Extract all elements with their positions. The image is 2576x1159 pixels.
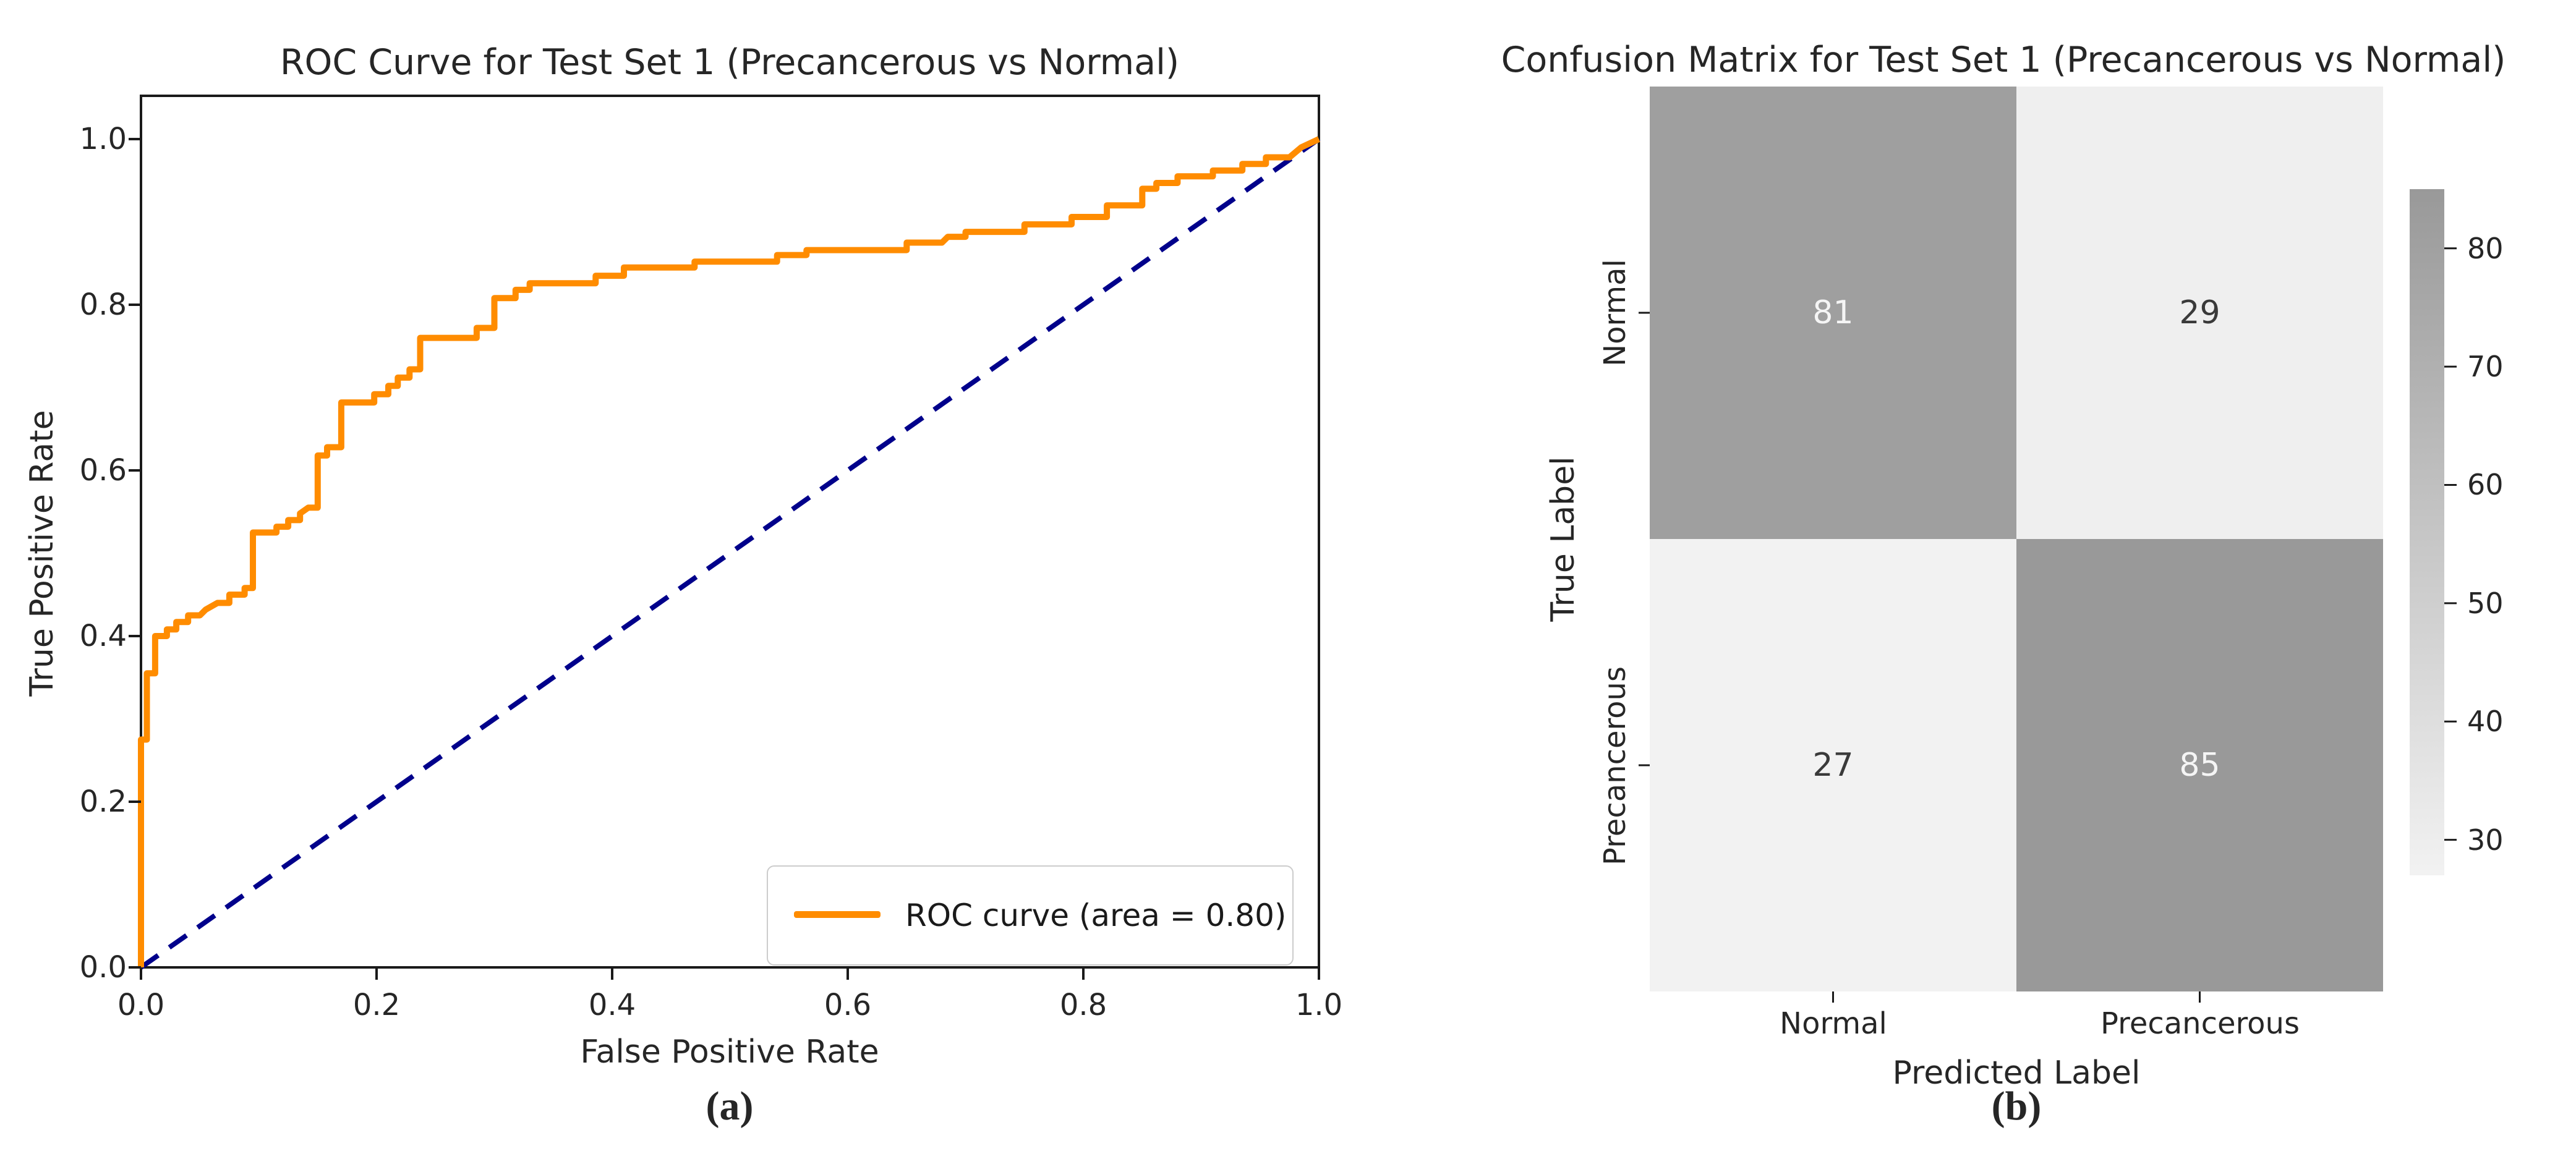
cm-cell-value: 29 — [2179, 294, 2220, 331]
cm-cell-value: 85 — [2179, 747, 2220, 784]
cm-col-label-normal: Normal — [1780, 1006, 1887, 1041]
colorbar-tick-label: 80 — [2467, 231, 2504, 265]
colorbar-tick-label: 30 — [2467, 823, 2504, 857]
roc-axes-box — [140, 95, 1320, 969]
roc-x-tick-label: 0.0 — [117, 988, 165, 1022]
colorbar — [2410, 189, 2444, 875]
roc-y-axis-label: True Positive Rate — [23, 410, 61, 697]
cm-cell-true-normal-pred-precancerous: 29 — [2016, 87, 2383, 539]
cm-cell-true-precancerous-pred-precancerous: 85 — [2016, 539, 2383, 991]
roc-y-tick-label: 0.4 — [79, 619, 127, 653]
caption-a: (a) — [706, 1084, 754, 1129]
cm-cell-value: 81 — [1812, 294, 1854, 331]
roc-y-tick-label: 0.6 — [79, 453, 127, 488]
roc-legend: ROC curve (area = 0.80) — [767, 865, 1294, 966]
roc-y-tick-label: 0.2 — [79, 784, 127, 819]
roc-title: ROC Curve for Test Set 1 (Precancerous v… — [279, 42, 1180, 83]
roc-x-tick-label: 0.8 — [1059, 988, 1107, 1022]
cm-x-axis-label: Predicted Label — [1892, 1055, 2141, 1092]
roc-y-tick-label: 0.8 — [79, 287, 127, 322]
caption-b: (b) — [1991, 1084, 2042, 1129]
roc-x-tick-label: 0.4 — [588, 988, 636, 1022]
roc-x-tick-label: 0.2 — [352, 988, 401, 1022]
cm-cell-value: 27 — [1812, 747, 1854, 784]
cm-cell-true-normal-pred-normal: 81 — [1650, 87, 2016, 539]
confusion-matrix-heatmap: 81 29 27 85 — [1650, 87, 2384, 992]
roc-legend-line-swatch — [794, 911, 881, 918]
cm-row-label-normal: Normal — [1598, 259, 1632, 367]
roc-x-axis-label: False Positive Rate — [580, 1034, 879, 1071]
roc-y-tick-label: 1.0 — [79, 122, 127, 156]
roc-x-tick-label: 0.6 — [824, 988, 872, 1022]
colorbar-tick-label: 70 — [2467, 350, 2504, 384]
colorbar-tick-label: 50 — [2467, 586, 2504, 620]
cm-col-label-precancerous: Precancerous — [2100, 1006, 2300, 1041]
roc-curve-line — [138, 136, 1321, 967]
cm-cell-true-precancerous-pred-normal: 27 — [1650, 539, 2016, 991]
colorbar-tick-label: 60 — [2467, 468, 2504, 502]
roc-legend-label: ROC curve (area = 0.80) — [905, 898, 1287, 933]
cm-y-axis-label: True Label — [1545, 456, 1582, 622]
confusion-matrix-title: Confusion Matrix for Test Set 1 (Precanc… — [1501, 40, 2506, 80]
cm-row-label-precancerous: Precancerous — [1598, 666, 1632, 865]
colorbar-tick-label: 40 — [2467, 705, 2504, 739]
roc-y-tick-label: 0.0 — [79, 950, 127, 985]
roc-x-tick-label: 1.0 — [1295, 988, 1343, 1022]
